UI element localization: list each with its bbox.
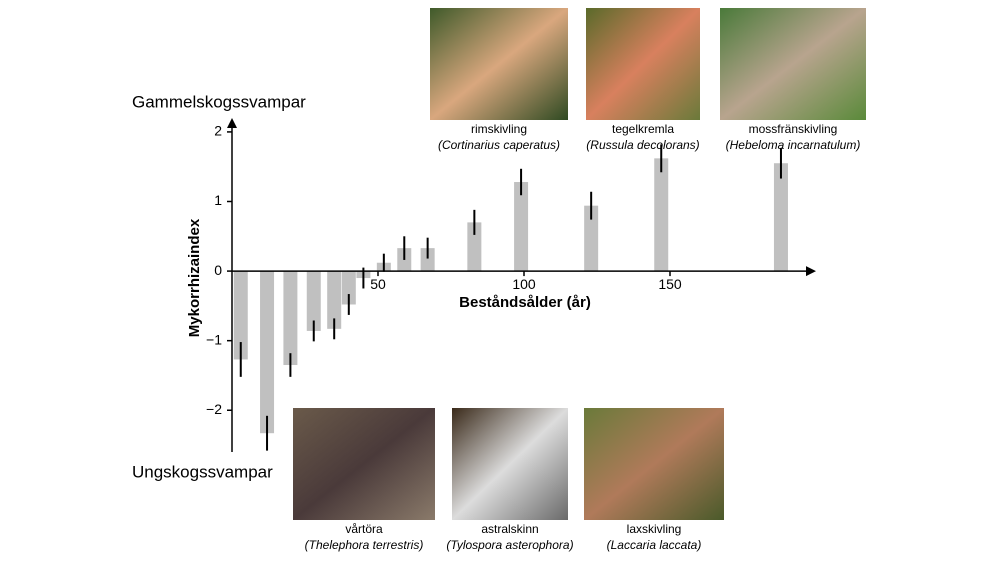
photo-name: mossfränskivling <box>749 122 838 136</box>
bar <box>654 158 669 272</box>
y-tick-label: 1 <box>214 192 222 208</box>
photo-name: rimskivling <box>471 122 527 136</box>
bar <box>467 222 482 272</box>
photo-name: astralskinn <box>481 522 538 536</box>
photo-name: laxskivling <box>627 522 682 536</box>
photo-name: tegelkremla <box>612 122 674 136</box>
photo <box>720 8 866 120</box>
photo-latin: (Hebeloma incarnatulum) <box>726 138 861 152</box>
bar <box>233 271 248 360</box>
bar <box>306 271 321 331</box>
y-axis-label: Mykorrhizaindex <box>186 218 203 337</box>
bar <box>327 271 342 329</box>
photo <box>586 8 700 120</box>
y-tick-label: −1 <box>206 331 222 347</box>
bar <box>260 271 275 434</box>
bar <box>420 248 435 272</box>
photo-latin: (Cortinarius caperatus) <box>438 138 560 152</box>
top-label: Gammelskogssvampar <box>132 92 306 111</box>
photo <box>430 8 568 120</box>
bar <box>341 271 356 305</box>
photo <box>452 408 568 520</box>
photo <box>584 408 724 520</box>
photo-name: vårtöra <box>345 522 383 536</box>
photo-latin: (Tylospora asterophora) <box>446 538 573 552</box>
photo-latin: (Thelephora terrestris) <box>305 538 424 552</box>
y-tick-label: −2 <box>206 401 222 417</box>
x-axis-arrow <box>806 266 816 277</box>
y-tick-label: 0 <box>214 262 222 278</box>
photo <box>293 408 435 520</box>
bar <box>514 182 529 272</box>
bar <box>773 163 788 272</box>
photo-latin: (Russula decolorans) <box>586 138 699 152</box>
x-tick-label: 150 <box>658 276 682 292</box>
x-axis-label: Beståndsålder (år) <box>459 294 591 311</box>
x-tick-label: 50 <box>370 276 386 292</box>
photo-latin: (Laccaria laccata) <box>607 538 702 552</box>
bottom-label: Ungskogssvampar <box>132 462 273 481</box>
y-tick-label: 2 <box>214 123 222 139</box>
y-axis-arrow <box>227 118 237 128</box>
bar <box>584 205 599 272</box>
bar <box>283 271 298 366</box>
x-tick-label: 100 <box>512 276 536 292</box>
